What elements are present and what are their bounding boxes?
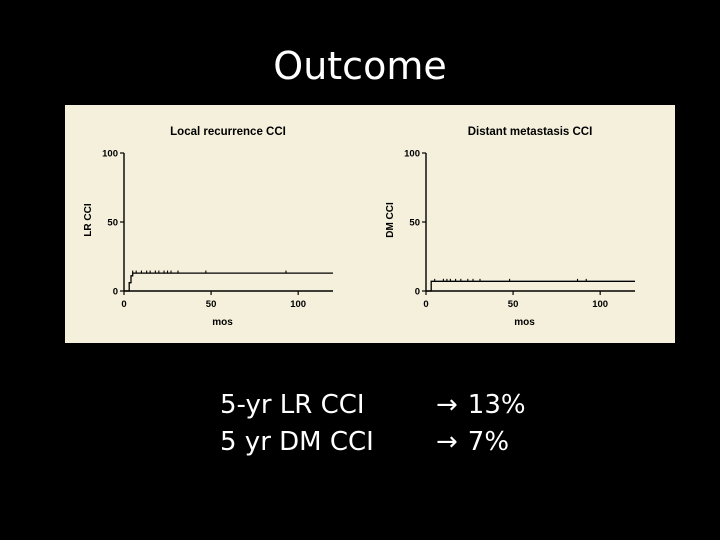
x-tick-label: 100 <box>592 299 608 310</box>
right-arrow-icon: → <box>436 390 458 420</box>
summary-value-lr: 13% <box>467 390 526 420</box>
x-tick-label: 100 <box>290 299 306 310</box>
summary-value-dm: 7% <box>467 427 510 457</box>
y-tick-label: 0 <box>113 287 118 298</box>
x-tick-label: 0 <box>121 299 126 310</box>
summary-result-lr: → 13% <box>436 387 526 424</box>
x-tick-label: 0 <box>423 299 428 310</box>
cumulative-incidence-charts: Local recurrence CCI 0 50 100 0 50 100 mos LR CC… <box>83 126 635 328</box>
chart-title: Local recurrence CCI <box>170 126 286 138</box>
summary-results: → 13% → 7% <box>436 387 526 461</box>
chart-panel-2: Distant metastasis CCI 0 50 100 0 50 100 mos DM … <box>385 126 635 328</box>
y-tick-label: 50 <box>409 218 420 229</box>
x-tick-label: 50 <box>206 299 217 310</box>
summary-label-dm: 5 yr DM CCI <box>220 427 374 457</box>
right-arrow-icon: → <box>436 427 458 457</box>
chart-title: Distant metastasis CCI <box>468 126 593 138</box>
chart-panel-1: Local recurrence CCI 0 50 100 0 50 100 mos LR CC… <box>83 126 333 328</box>
x-axis-label: mos <box>514 317 535 328</box>
summary-label-lr: 5-yr LR CCI <box>220 390 365 420</box>
km-figure: Local recurrence CCI 0 50 100 0 50 100 mos LR CC… <box>65 105 675 343</box>
y-axis-label: DM CCI <box>385 202 396 238</box>
summary-labels: 5-yr LR CCI 5 yr DM CCI <box>220 387 374 461</box>
summary-result-dm: → 7% <box>436 424 526 461</box>
x-axis-label: mos <box>212 317 233 328</box>
y-tick-label: 100 <box>102 149 118 160</box>
y-tick-label: 50 <box>107 218 118 229</box>
slide-title: Outcome <box>273 44 447 88</box>
series-line-1 <box>124 272 333 292</box>
y-tick-label: 100 <box>404 149 420 160</box>
y-axis-label: LR CCI <box>83 203 94 237</box>
series-line-1 <box>426 280 635 292</box>
y-tick-label: 0 <box>415 287 420 298</box>
x-tick-label: 50 <box>508 299 519 310</box>
